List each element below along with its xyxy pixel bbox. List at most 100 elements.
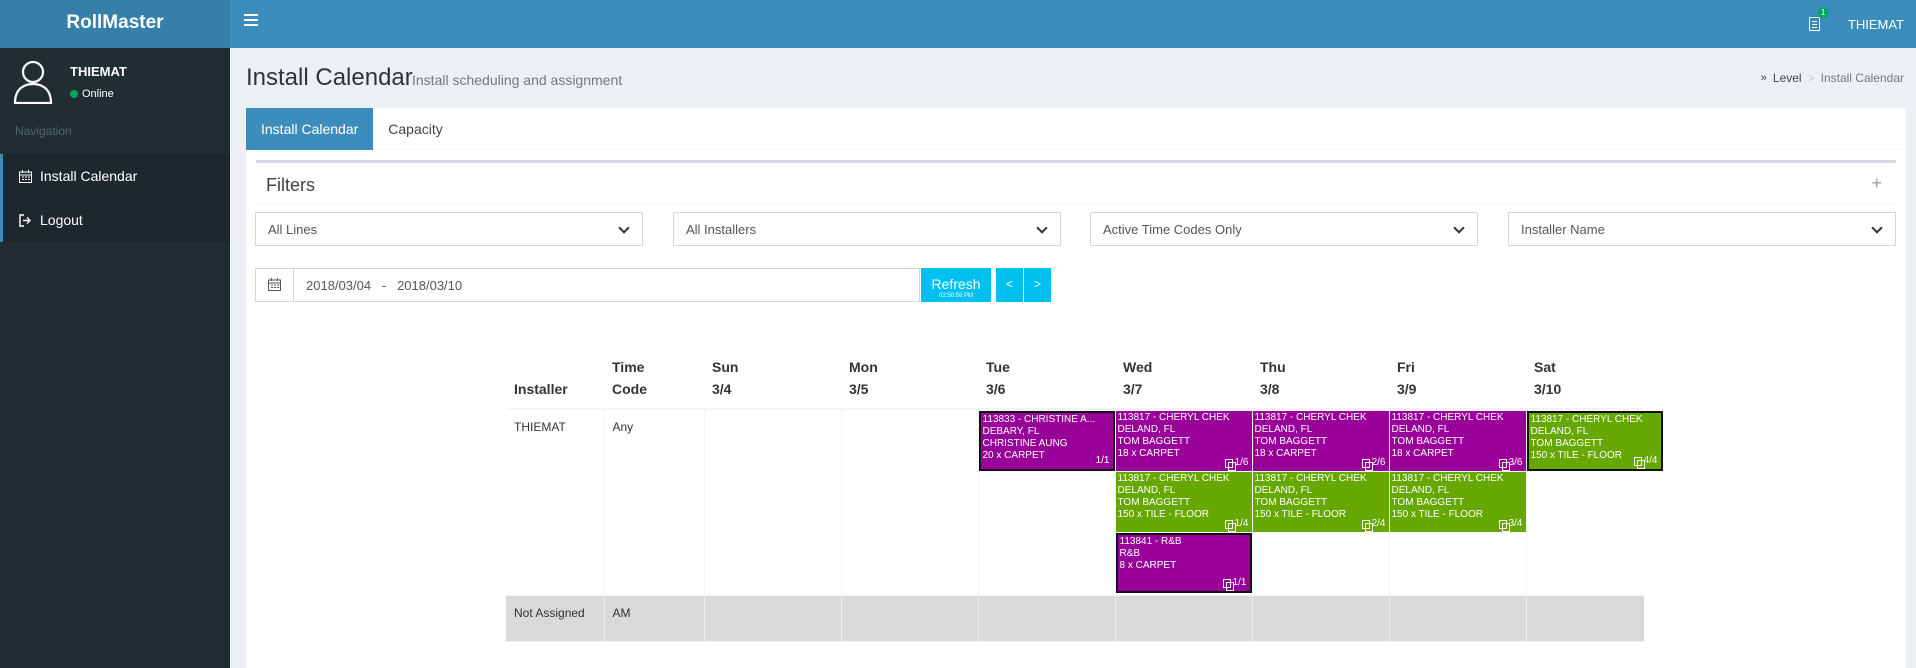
job-card-line: 113817 - CHERYL CHEK [1530, 414, 1643, 425]
day-cell[interactable]: 113817 - CHERYL CHEK DELAND, FL TOM BAGGET… [1525, 409, 1663, 596]
install-job-card[interactable]: 113817 - CHERYL CHEK DELAND, FL TOM BAGGET… [1115, 411, 1252, 471]
column-header-top: Sun [712, 359, 739, 375]
date-addon [256, 269, 294, 301]
copy-icon [1361, 458, 1373, 471]
prev-week-button[interactable]: < [996, 268, 1023, 302]
job-card-page-text: 4/4 [1643, 455, 1658, 466]
sidebar-item-label: Install Calendar [40, 168, 138, 184]
column-header-bottom: 3/5 [849, 381, 869, 397]
chevron-down-icon [1036, 222, 1048, 234]
lines-select[interactable]: All Lines [255, 212, 643, 246]
expand-plus-icon[interactable]: + [1871, 173, 1882, 193]
user-avatar-icon [13, 60, 53, 104]
job-card-line: 113817 - CHERYL CHEK [1391, 473, 1504, 484]
install-job-card[interactable]: 113817 - CHERYL CHEK DELAND, FL TOM BAGGET… [1389, 472, 1526, 532]
copy-icon [1498, 458, 1510, 471]
page-subtitle: Install scheduling and assignment [412, 72, 623, 88]
column-header-bottom: 3/7 [1123, 381, 1143, 397]
copy-icon [1361, 519, 1373, 532]
column-header-top: Fri [1397, 359, 1415, 375]
job-card-line: CHRISTINE AUNG [982, 438, 1068, 449]
install-job-card[interactable]: 113817 - CHERYL CHEK DELAND, FL TOM BAGGET… [1115, 472, 1252, 532]
day-cell[interactable]: 113833 - CHRISTINE A... DEBARY, FL CHRISTI… [977, 409, 1115, 596]
job-card-line: 113817 - CHERYL CHEK [1254, 412, 1367, 423]
day-cell[interactable] [1251, 595, 1389, 642]
app-logo[interactable]: RollMaster [0, 0, 230, 48]
job-card-line: 113817 - CHERYL CHEK [1391, 412, 1504, 423]
column-header: Tue 3/6 [978, 348, 1115, 410]
online-status-icon [70, 90, 78, 98]
status-label: Online [82, 88, 114, 100]
sidebar-item-install-calendar[interactable]: Install Calendar [0, 154, 230, 198]
time-code-cell: AM [603, 595, 704, 642]
column-header-bottom: Code [612, 381, 647, 397]
job-card-page: 3/6 [1498, 457, 1523, 471]
job-card-line: R&B [1119, 548, 1141, 559]
day-cell[interactable]: 113817 - CHERYL CHEK DELAND, FL TOM BAGGET… [1388, 409, 1526, 596]
job-card-line: DELAND, FL [1530, 426, 1589, 437]
date-range-input[interactable]: 2018/03/04 - 2018/03/10 [255, 268, 920, 302]
user-menu[interactable]: THIEMAT [1847, 16, 1904, 32]
notifications-icon[interactable]: 1 [1806, 8, 1829, 33]
chevron-down-icon [1871, 222, 1883, 234]
day-cell[interactable] [840, 595, 978, 642]
install-job-card[interactable]: 113817 - CHERYL CHEK DELAND, FL TOM BAGGET… [1389, 411, 1526, 471]
column-header: Wed 3/7 [1115, 348, 1252, 410]
job-card-line: 113817 - CHERYL CHEK [1254, 473, 1367, 484]
sign-out-icon [19, 213, 31, 227]
refresh-button[interactable]: Refresh 02:50:58 PM [921, 268, 991, 302]
sidebar-item-logout[interactable]: Logout [0, 198, 230, 242]
day-cell[interactable] [1388, 595, 1526, 642]
job-card-page-text: 2/6 [1371, 457, 1386, 468]
breadcrumb-current: Install Calendar [1820, 71, 1904, 85]
refresh-time: 02:50:58 PM [938, 293, 974, 299]
job-card-page: 1/1 [1096, 455, 1110, 467]
user-panel: THIEMAT Online [0, 48, 230, 112]
tab-capacity[interactable]: Capacity [388, 121, 443, 137]
job-card-line: TOM BAGGETT [1530, 438, 1604, 449]
day-cell[interactable] [977, 595, 1115, 642]
install-job-card[interactable]: 113833 - CHRISTINE A... DEBARY, FL CHRISTI… [978, 411, 1115, 471]
job-card-page-text: 3/6 [1508, 457, 1523, 468]
day-cell[interactable]: 113817 - CHERYL CHEK DELAND, FL TOM BAGGET… [1251, 409, 1389, 596]
job-card-page-text: 1/6 [1234, 457, 1249, 468]
sort-select[interactable]: Installer Name [1508, 212, 1896, 246]
column-header-top: Time [612, 359, 645, 375]
day-cell[interactable] [840, 409, 978, 596]
calendar-icon [19, 169, 32, 183]
sidebar-item-label: Logout [40, 212, 83, 228]
install-job-card[interactable]: 113841 - R&B R&B 8 x CARPET 1/1 [1115, 533, 1252, 593]
day-cell[interactable] [1114, 595, 1252, 642]
job-card-line: 20 x CARPET [982, 450, 1045, 461]
job-card-page: 1/6 [1224, 457, 1249, 471]
job-card-line: 113833 - CHRISTINE A... [982, 414, 1096, 425]
tab-bar: Install Calendar Capacity [246, 108, 1906, 150]
day-cell[interactable] [703, 595, 841, 642]
column-header-top: Thu [1260, 359, 1286, 375]
next-week-button[interactable]: > [1024, 268, 1051, 302]
job-card-line: TOM BAGGETT [1254, 497, 1328, 508]
day-cell[interactable] [703, 409, 841, 596]
navbar-right: 1 THIEMAT [1806, 0, 1916, 48]
column-header-bottom: 3/10 [1534, 381, 1562, 397]
nav-header: Navigation [15, 124, 72, 138]
job-card-line: 8 x CARPET [1119, 560, 1177, 571]
refresh-label: Refresh [931, 276, 981, 292]
install-job-card[interactable]: 113817 - CHERYL CHEK DELAND, FL TOM BAGGET… [1252, 411, 1389, 471]
installers-select[interactable]: All Installers [673, 212, 1061, 246]
sidebar-toggle-icon[interactable] [244, 14, 258, 28]
install-job-card[interactable]: 113817 - CHERYL CHEK DELAND, FL TOM BAGGET… [1252, 472, 1389, 532]
job-card-line: DELAND, FL [1254, 424, 1313, 435]
column-header-top: Installer [514, 381, 568, 397]
column-header: Fri 3/9 [1389, 348, 1526, 410]
day-cell[interactable]: 113817 - CHERYL CHEK DELAND, FL TOM BAGGET… [1114, 409, 1252, 596]
column-header-bottom: 3/6 [986, 381, 1006, 397]
breadcrumb-level[interactable]: Level [1772, 71, 1802, 85]
tab-install-calendar[interactable]: Install Calendar [246, 108, 374, 150]
select-value: Active Time Codes Only [1103, 222, 1242, 237]
job-card-page: 3/4 [1498, 518, 1523, 532]
day-cell[interactable] [1525, 595, 1644, 642]
time-codes-select[interactable]: Active Time Codes Only [1090, 212, 1478, 246]
sidebar-user-name: THIEMAT [70, 64, 127, 79]
install-job-card[interactable]: 113817 - CHERYL CHEK DELAND, FL TOM BAGGET… [1526, 411, 1663, 471]
